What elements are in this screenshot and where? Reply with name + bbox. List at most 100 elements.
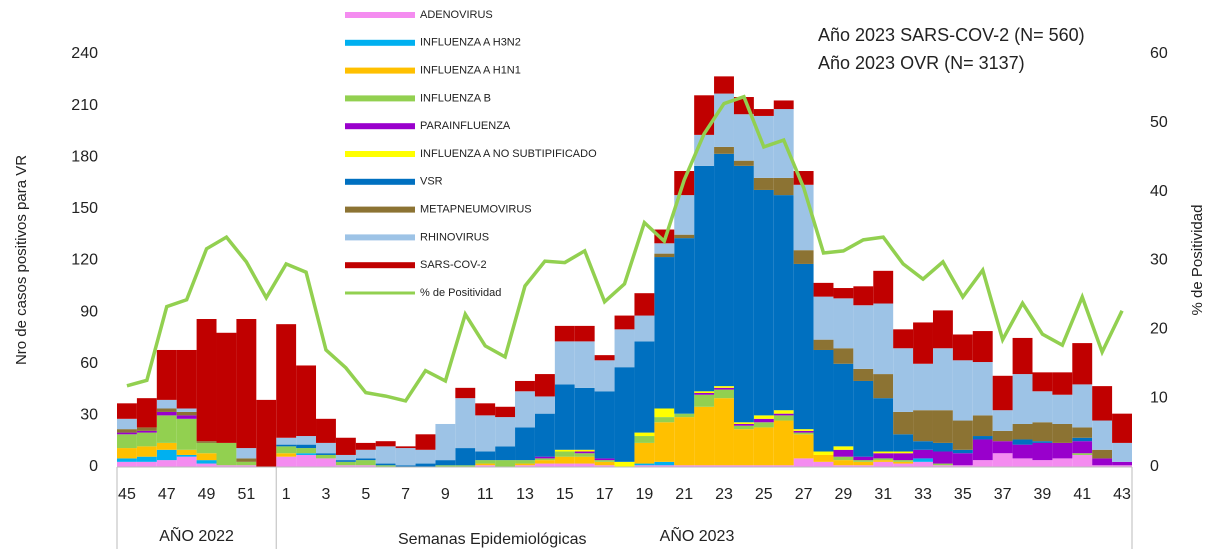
bar-segment [475, 463, 496, 466]
x-tick-label: 41 [1073, 486, 1091, 503]
legend-swatch [345, 39, 415, 46]
bar-segment [156, 399, 177, 409]
bar-segment [674, 238, 695, 414]
bar-segment [773, 195, 794, 411]
bar-segment [1032, 391, 1053, 423]
x-tick-label: 1 [282, 486, 291, 503]
bar-segment [1012, 439, 1033, 445]
bar-segment [475, 403, 496, 416]
bar-segment [1092, 420, 1113, 450]
bar-segment [355, 442, 376, 450]
bar-segment [316, 454, 336, 459]
bar-segment [694, 165, 715, 392]
bar-segment [674, 417, 695, 466]
bar-segment [574, 341, 595, 388]
legend-label: INFLUENZA A H1N1 [420, 65, 521, 77]
bar-segment [932, 310, 953, 349]
bar-segment [733, 425, 754, 430]
x-tick-label: 49 [198, 486, 216, 503]
bar-segment [654, 243, 675, 254]
bar-segment [455, 398, 476, 449]
bar-segment [833, 348, 854, 364]
bar-segment [475, 465, 496, 467]
bar-segment [674, 195, 695, 235]
bar-segment [1012, 337, 1033, 375]
bar-segment [335, 461, 356, 466]
bar-segment [753, 465, 774, 467]
bar-segment [534, 463, 555, 467]
bar-segment [216, 465, 237, 467]
bar-segment [853, 465, 874, 467]
bar-segment [236, 319, 257, 449]
bar-segment [276, 446, 297, 454]
legend-swatch [345, 123, 415, 130]
bar-segment [415, 449, 436, 464]
bar-segment [634, 341, 655, 433]
bar-segment [913, 322, 933, 364]
y-tick-label: 180 [71, 148, 98, 165]
bar-segment [873, 451, 894, 454]
bar-segment [733, 423, 754, 426]
bar-segment [136, 430, 157, 433]
bar-segment [873, 398, 894, 452]
x-group-label: AÑO 2023 [660, 525, 735, 545]
bar-segment [156, 460, 177, 467]
bar-segment [574, 456, 595, 464]
bar-segment [753, 422, 774, 428]
legend-swatch [345, 95, 415, 102]
y-axis-title: Nro de casos positivos para VR [13, 155, 30, 365]
bar-segment [873, 270, 894, 304]
bar-segment [136, 456, 157, 462]
legend-label: ADENOVIRUS [420, 9, 493, 21]
bar-segment [515, 465, 535, 467]
bar-segment [1032, 372, 1053, 392]
bar-segment [276, 437, 297, 445]
bar-segment [117, 403, 137, 419]
bar-segment [833, 363, 854, 447]
bar-segment [1032, 422, 1053, 442]
bar-segment [793, 432, 814, 435]
bar-segment [276, 444, 297, 447]
bar-segment [515, 463, 535, 466]
bar-segment [455, 448, 476, 466]
legend-swatch [345, 206, 415, 213]
bar-segment [534, 460, 555, 464]
bar-segment [634, 432, 655, 437]
x-tick-label: 7 [401, 486, 410, 503]
bar-segment [753, 415, 774, 419]
bar-segment [853, 305, 874, 369]
bar-segment [117, 448, 137, 459]
bar-segment [236, 458, 257, 462]
bar-segment [1012, 423, 1033, 440]
bar-segment [316, 458, 336, 467]
bar-segment [515, 460, 535, 464]
legend-swatch [345, 178, 415, 185]
y-tick-label: 30 [80, 407, 98, 424]
bar-segment [873, 458, 894, 461]
bar-segment [674, 465, 695, 467]
x-tick-label: 3 [322, 486, 331, 503]
legend-label: SARS-COV-2 [420, 259, 487, 271]
bar-segment [117, 429, 137, 433]
bar-segment [1072, 441, 1093, 454]
y2-axis-title: % de Positividad [1189, 205, 1206, 316]
x-tick-label: 9 [441, 486, 450, 503]
bar-segment [335, 437, 356, 455]
bar-segment [913, 410, 933, 442]
bar-segment [932, 348, 953, 411]
bar-segment [833, 288, 854, 299]
bar-segment [893, 451, 914, 454]
bar-segment [992, 375, 1013, 411]
bar-segment [117, 418, 137, 430]
bar-segment [156, 349, 177, 400]
bar-segment [1072, 437, 1093, 442]
bar-segment [913, 449, 933, 459]
bar-segment [614, 461, 635, 467]
bar-segment [773, 465, 794, 467]
y2-tick-label: 30 [1150, 252, 1168, 269]
bar-segment [316, 418, 336, 443]
bar-segment [634, 293, 655, 316]
bar-segment [952, 334, 973, 361]
bar-segment [296, 436, 317, 445]
